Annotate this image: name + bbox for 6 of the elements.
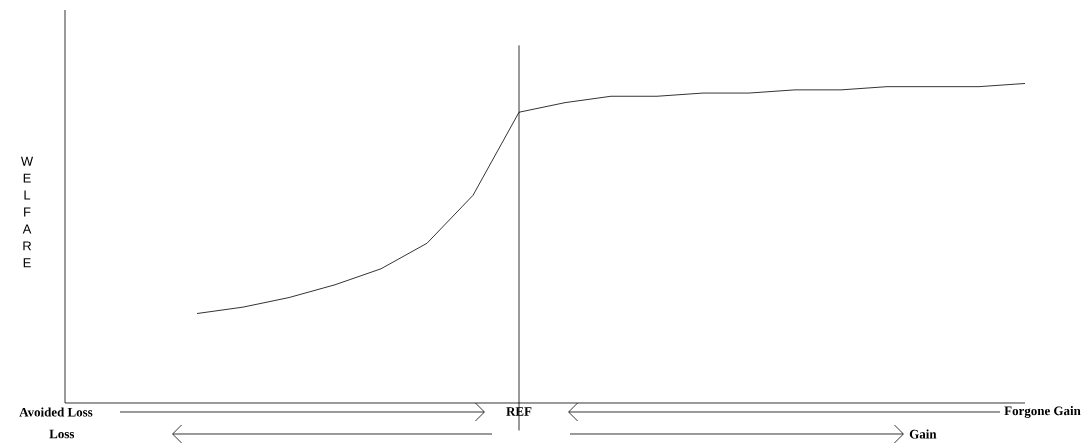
- text: Forgone Gain: [1004, 405, 1081, 418]
- text: Loss: [49, 429, 75, 439]
- text: REF: [506, 407, 532, 416]
- text: WELFARE: [20, 156, 34, 268]
- text: Gain: [909, 429, 937, 439]
- text: Avoided Loss: [19, 407, 93, 417]
